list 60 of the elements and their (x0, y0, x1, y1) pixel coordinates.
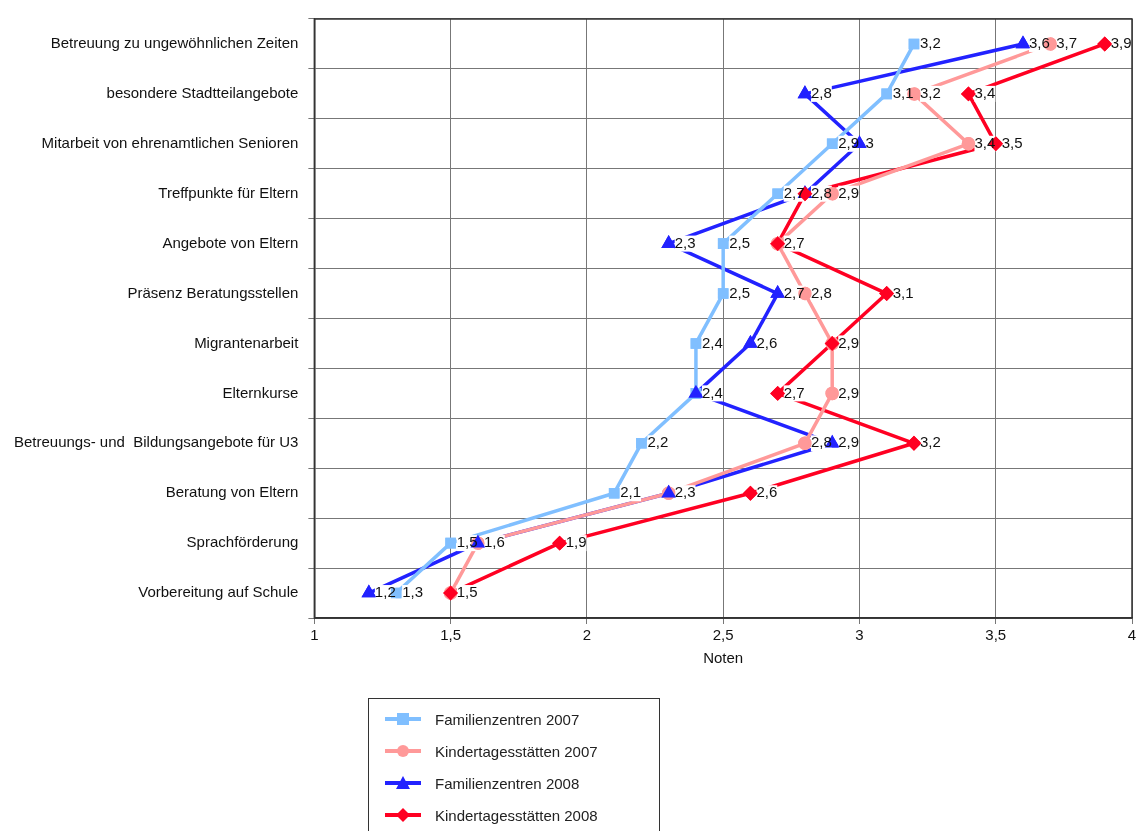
data-label: 2,3 (674, 483, 696, 501)
y-tick-label: Mitarbeit von ehrenamtlichen Senioren (41, 133, 299, 151)
x-tick-label: 1 (310, 626, 319, 644)
data-label: 2,9 (838, 333, 860, 351)
data-label: 2,9 (838, 433, 860, 451)
y-tick-label: Vorbereitung auf Schule (138, 583, 299, 601)
data-label: 2,8 (810, 183, 832, 201)
data-label: 3,6 (1028, 34, 1050, 52)
data-label: 1,6 (483, 533, 505, 551)
x-tick-label: 2 (582, 626, 592, 644)
data-label: 3,2 (919, 433, 941, 451)
data-label: 2,6 (756, 483, 778, 501)
x-axis-title: Noten (703, 649, 744, 667)
data-label: 3,9 (1110, 34, 1132, 52)
data-label: 1,2 (374, 583, 396, 601)
data-label: 3,5 (1001, 133, 1023, 151)
data-label: 2,6 (756, 333, 778, 351)
data-label: 2,9 (838, 383, 860, 401)
data-label: 2,1 (620, 483, 642, 501)
x-tick-label: 1,5 (440, 626, 462, 644)
data-label: 3,7 (1056, 34, 1078, 52)
data-label: 2,9 (838, 183, 860, 201)
data-label: 1,5 (456, 583, 478, 601)
data-label: 3,4 (974, 84, 996, 102)
data-label: 2,7 (783, 383, 805, 401)
legend-label: Familienzentren 2007 (435, 710, 580, 728)
x-tick-label: 4 (1127, 626, 1137, 644)
data-label: 1,9 (565, 533, 587, 551)
data-label: 3,2 (919, 84, 941, 102)
data-label: 3 (865, 133, 874, 151)
x-tick-label: 3 (855, 626, 864, 644)
y-tick-label: Sprachförderung (186, 533, 299, 551)
legend-label: Kindertagesstätten 2007 (435, 742, 598, 760)
y-tick-label: Migrantenarbeit (194, 333, 300, 351)
x-tick-label: 3,5 (985, 626, 1007, 644)
y-tick-label: Präsenz Beratungsstellen (127, 283, 299, 301)
data-label: 3,1 (892, 283, 914, 301)
y-tick-label: Elternkurse (222, 383, 299, 401)
data-label: 2,5 (729, 283, 751, 301)
data-label: 2,8 (810, 283, 832, 301)
y-tick-label: Treffpunkte für Eltern (158, 183, 299, 201)
data-label: 2,5 (729, 233, 751, 251)
legend-label: Familienzentren 2008 (435, 774, 580, 792)
data-label: 3,1 (892, 84, 914, 102)
y-tick-label: Betreuung zu ungewöhnlichen Zeiten (50, 34, 299, 52)
data-label: 2,3 (674, 233, 696, 251)
data-label: 3,2 (919, 34, 941, 52)
y-tick-label: Betreuungs- und Bildungsangebote für U3 (13, 433, 299, 451)
data-label: 2,4 (701, 383, 723, 401)
y-tick-label: Angebote von Eltern (162, 233, 299, 251)
data-label: 2,7 (783, 233, 805, 251)
data-label: 2,2 (647, 433, 669, 451)
legend-label: Kindertagesstätten 2008 (435, 806, 598, 824)
data-label: 1,3 (402, 583, 423, 601)
data-label: 2,8 (810, 84, 832, 102)
y-tick-label: Beratung von Eltern (165, 483, 299, 501)
data-label: 2,7 (783, 283, 805, 301)
data-label: 2,4 (701, 333, 723, 351)
x-tick-label: 2,5 (712, 626, 734, 644)
y-tick-label: besondere Stadtteilangebote (106, 84, 299, 102)
